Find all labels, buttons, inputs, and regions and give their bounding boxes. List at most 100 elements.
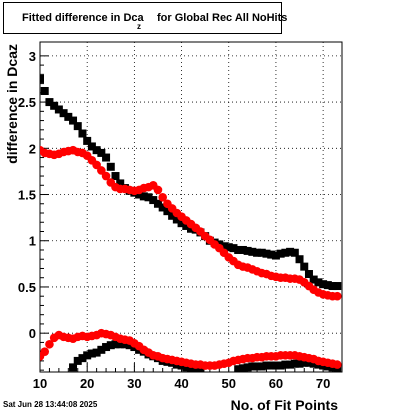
- data-point-square: [45, 98, 54, 107]
- x-tick-label: 40: [174, 376, 188, 391]
- data-point-square: [116, 179, 125, 188]
- data-point-square: [281, 248, 290, 257]
- y-tick-label: 0.5: [18, 280, 36, 295]
- data-point-square: [50, 101, 59, 110]
- data-point-square: [243, 363, 252, 372]
- chart-title: Fitted difference in Dca: [22, 12, 144, 24]
- data-point-square: [304, 270, 313, 279]
- data-point-square: [319, 280, 328, 289]
- data-point-circle: [101, 171, 111, 181]
- data-point-square: [102, 343, 111, 352]
- red-series-layer: [40, 145, 342, 370]
- data-point-square: [271, 361, 280, 370]
- data-point-square: [314, 278, 323, 287]
- data-point-square: [144, 193, 153, 202]
- data-point-square: [243, 246, 252, 255]
- label-layer: 10 20 30 40 50 60 70 0 0.5 1 1.5 2 2.5 3 No. of Fit Po…: [4, 44, 338, 413]
- data-point-square: [87, 349, 96, 358]
- chart-title-subscript: z: [137, 22, 141, 31]
- data-point-square: [78, 354, 87, 363]
- data-point-square: [149, 196, 158, 205]
- data-point-square: [158, 203, 167, 212]
- data-point-square: [238, 245, 247, 254]
- data-point-square: [187, 364, 195, 372]
- data-point-square: [290, 359, 299, 368]
- data-point-square: [177, 219, 186, 228]
- data-point-square: [83, 136, 92, 145]
- data-point-square: [257, 248, 266, 257]
- data-point-square: [73, 356, 82, 365]
- data-point-circle: [332, 360, 342, 369]
- axis-layer: [39, 41, 343, 373]
- data-point-square: [69, 363, 78, 372]
- y-tick-label: 1: [29, 234, 36, 249]
- data-point-square: [295, 255, 304, 264]
- data-point-square: [182, 363, 191, 372]
- data-point-square: [333, 282, 342, 291]
- data-point-square: [111, 340, 120, 349]
- data-point-square: [125, 341, 134, 350]
- data-point-square: [220, 242, 229, 251]
- data-point-square: [196, 367, 205, 372]
- plot-frame: [39, 41, 343, 373]
- data-point-square: [304, 358, 313, 367]
- data-point-square: [54, 105, 63, 114]
- data-point-square: [120, 340, 129, 349]
- data-point-square: [116, 340, 125, 349]
- data-point-circle: [40, 347, 50, 356]
- data-point-square: [262, 361, 271, 370]
- data-point-square: [163, 207, 172, 216]
- data-point-circle: [153, 185, 163, 195]
- data-point-square: [267, 250, 276, 259]
- grid-layer: [39, 42, 342, 372]
- data-point-square: [276, 361, 285, 370]
- data-point-square: [309, 275, 318, 284]
- x-tick-label: 70: [316, 376, 330, 391]
- data-point-square: [323, 281, 332, 290]
- y-tick-label: 1.5: [18, 188, 36, 203]
- data-point-square: [253, 248, 262, 257]
- data-point-square: [106, 162, 115, 171]
- data-point-square: [290, 248, 299, 257]
- data-point-square: [83, 351, 92, 360]
- data-point-square: [92, 348, 101, 357]
- chart-title-rest: for Global Rec All NoHits: [157, 12, 288, 24]
- x-axis-title: No. of Fit Points: [231, 397, 339, 413]
- data-point-square: [248, 247, 257, 256]
- data-point-square: [229, 244, 238, 253]
- data-point-square: [234, 365, 243, 372]
- data-point-square: [187, 224, 195, 233]
- data-point-square: [40, 86, 49, 95]
- chart-title-box: Fitted difference in Dca z for Global Re…: [3, 2, 287, 34]
- x-tick-label: 60: [269, 376, 283, 391]
- data-point-square: [309, 359, 318, 368]
- data-point-square: [300, 262, 309, 271]
- data-point-square: [262, 249, 271, 258]
- x-tick-label: 20: [80, 376, 94, 391]
- data-point-square: [102, 153, 111, 162]
- data-point-square: [111, 172, 120, 181]
- y-tick-label: 2: [29, 141, 36, 156]
- y-axis-title: difference in Dcaz: [4, 44, 20, 164]
- data-point-square: [182, 221, 191, 230]
- data-point-square: [281, 360, 290, 369]
- data-point-circle: [332, 291, 342, 301]
- data-point-square: [257, 362, 266, 371]
- data-point-square: [97, 345, 106, 354]
- data-point-square: [286, 360, 295, 369]
- timestamp: Sat Jun 28 13:44:08 2025: [3, 400, 98, 409]
- data-point-square: [172, 215, 181, 224]
- y-tick-label: 3: [29, 49, 36, 64]
- data-point-square: [191, 366, 200, 372]
- y-tick-label: 0: [29, 326, 36, 341]
- x-tick-label: 10: [33, 376, 47, 391]
- data-point-square: [73, 122, 82, 131]
- data-point-square: [59, 109, 68, 118]
- data-point-square: [267, 361, 276, 370]
- data-point-square: [106, 341, 115, 350]
- data-point-circle: [45, 339, 54, 349]
- data-point-square: [168, 211, 177, 220]
- data-point-square: [97, 148, 106, 157]
- data-point-square: [328, 282, 337, 291]
